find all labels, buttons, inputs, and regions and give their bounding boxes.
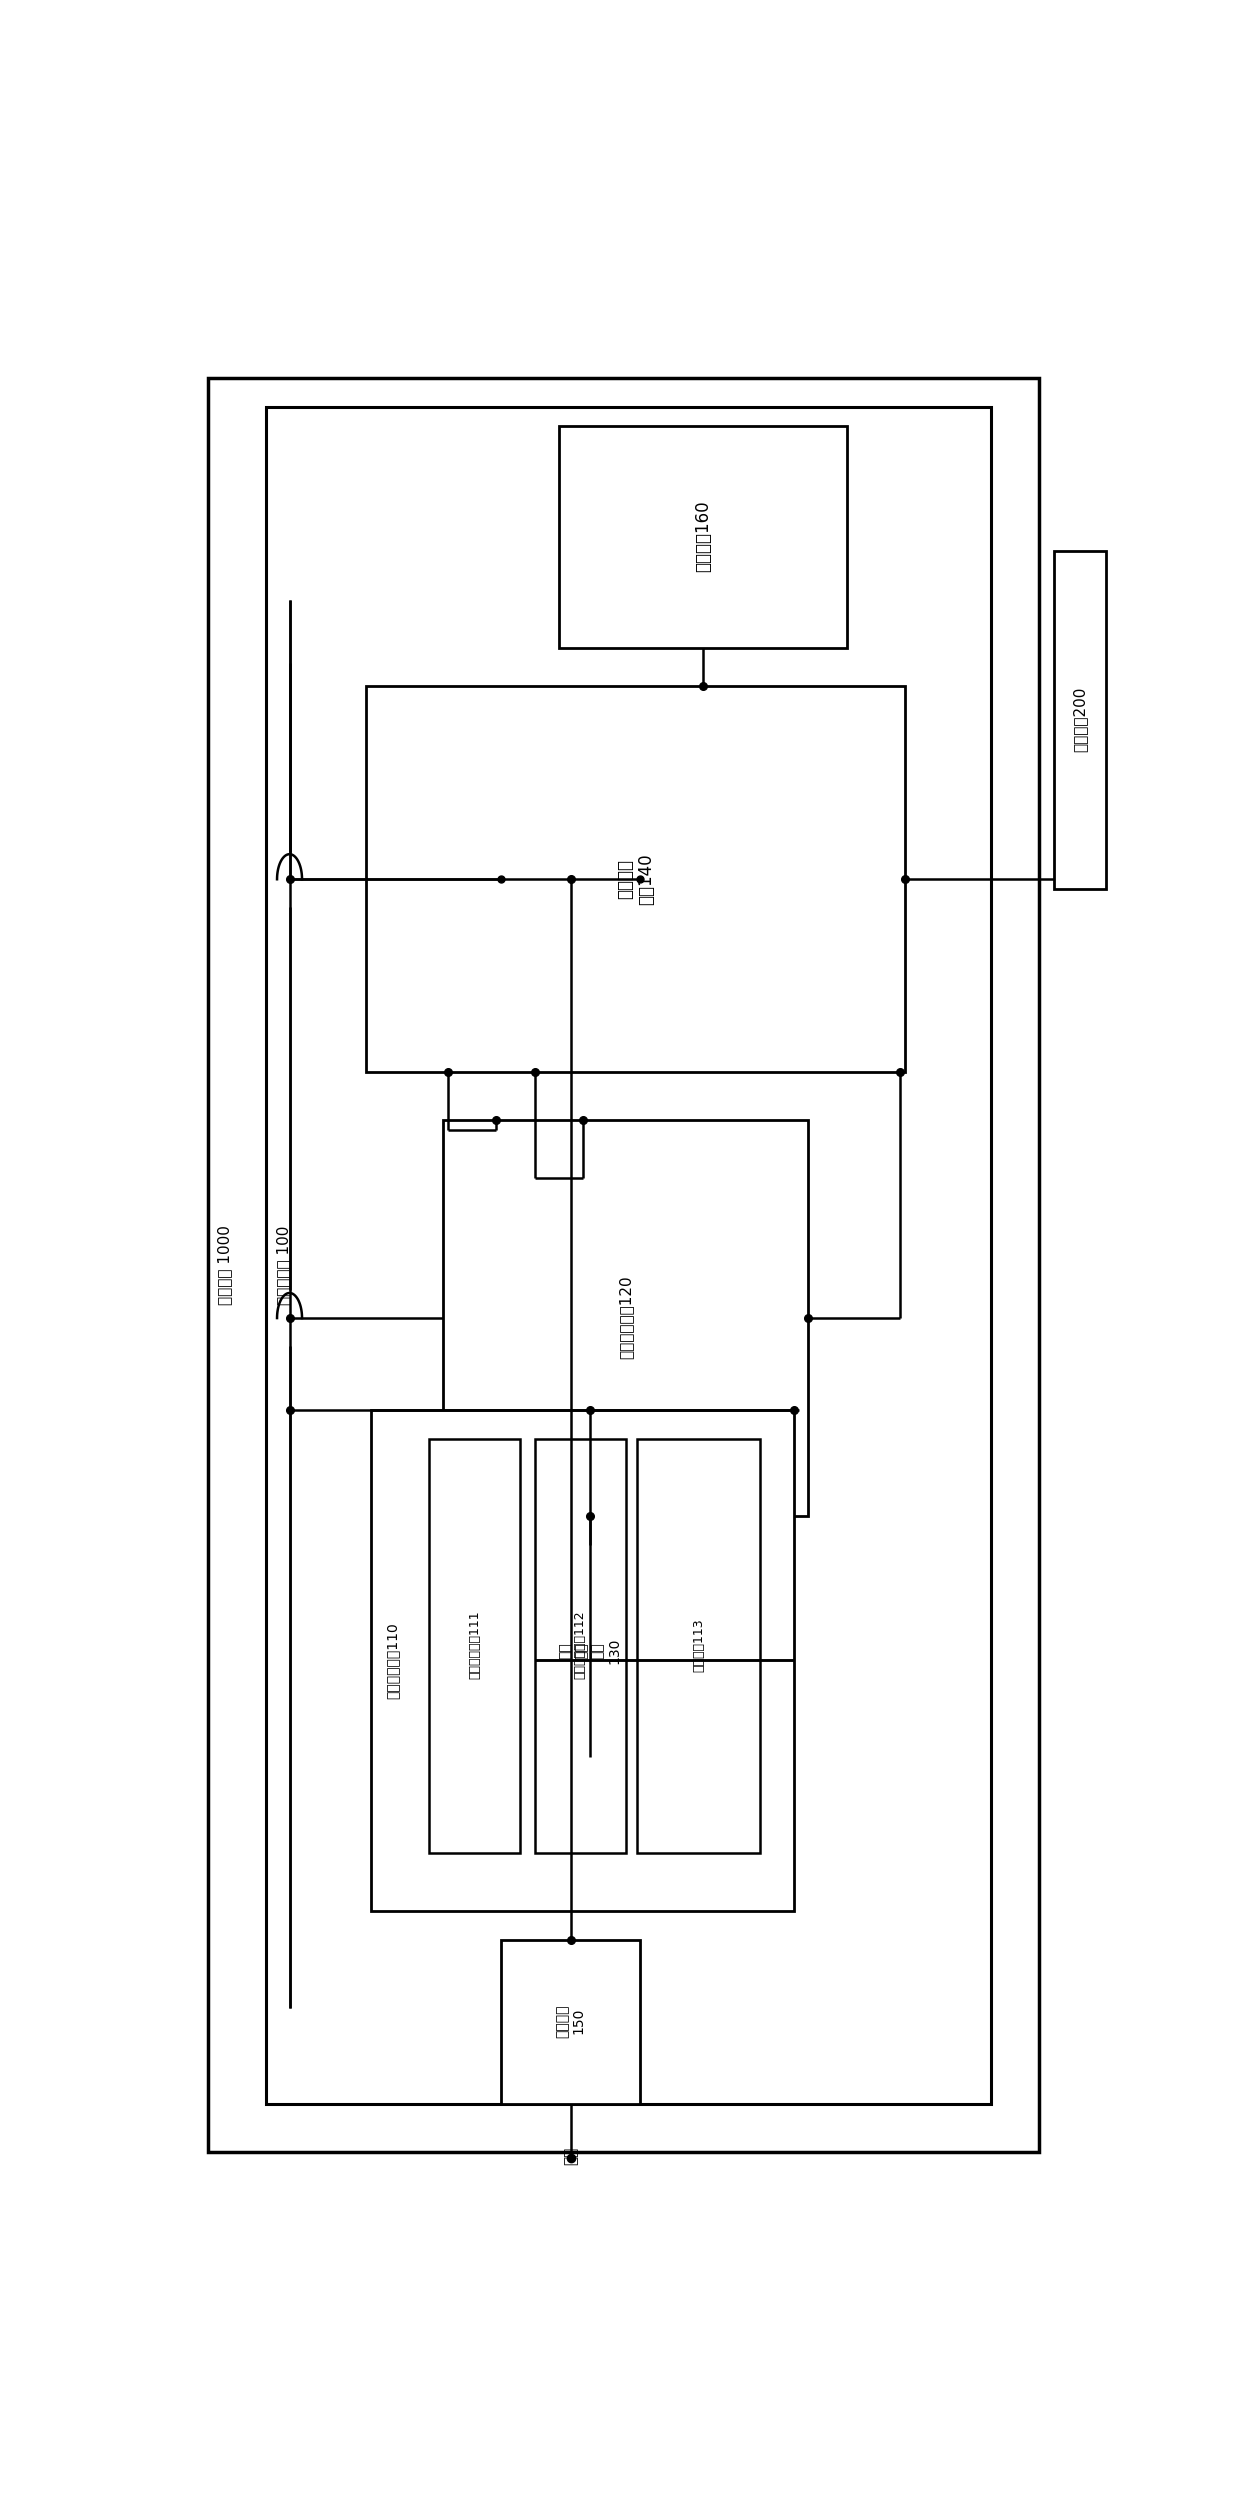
Bar bbox=[534, 1546, 645, 1756]
Bar bbox=[534, 1438, 626, 1854]
Text: 智能设备 1000: 智能设备 1000 bbox=[217, 1225, 232, 1305]
Text: 处理模块113: 处理模块113 bbox=[692, 1618, 706, 1671]
Bar bbox=[637, 1438, 760, 1854]
Text: 输入: 输入 bbox=[563, 2147, 578, 2164]
Text: 中央处理
模块140: 中央处理 模块140 bbox=[616, 854, 655, 904]
Text: 电气设备200: 电气设备200 bbox=[1073, 686, 1087, 751]
Bar bbox=[1054, 551, 1106, 889]
Text: 控制模块160: 控制模块160 bbox=[693, 501, 712, 571]
Text: 回波接收单元112: 回波接收单元112 bbox=[574, 1611, 587, 1678]
Text: 微波探测模块110: 微波探测模块110 bbox=[386, 1623, 399, 1698]
Bar bbox=[558, 426, 847, 649]
Bar bbox=[208, 378, 1039, 2152]
Bar bbox=[265, 406, 991, 2104]
Bar bbox=[367, 686, 905, 1072]
Text: 微波发射单元111: 微波发射单元111 bbox=[467, 1611, 481, 1678]
Text: 供电模块
150: 供电模块 150 bbox=[556, 2004, 585, 2039]
Text: 微波探测器 100: 微波探测器 100 bbox=[277, 1225, 291, 1305]
Bar bbox=[371, 1410, 794, 1911]
Text: 信号
放大
模块
130: 信号 放大 模块 130 bbox=[558, 1638, 621, 1663]
Text: 信号转换模块120: 信号转换模块120 bbox=[619, 1275, 634, 1358]
Bar bbox=[444, 1120, 808, 1516]
Bar bbox=[501, 1939, 640, 2104]
Bar bbox=[429, 1438, 521, 1854]
